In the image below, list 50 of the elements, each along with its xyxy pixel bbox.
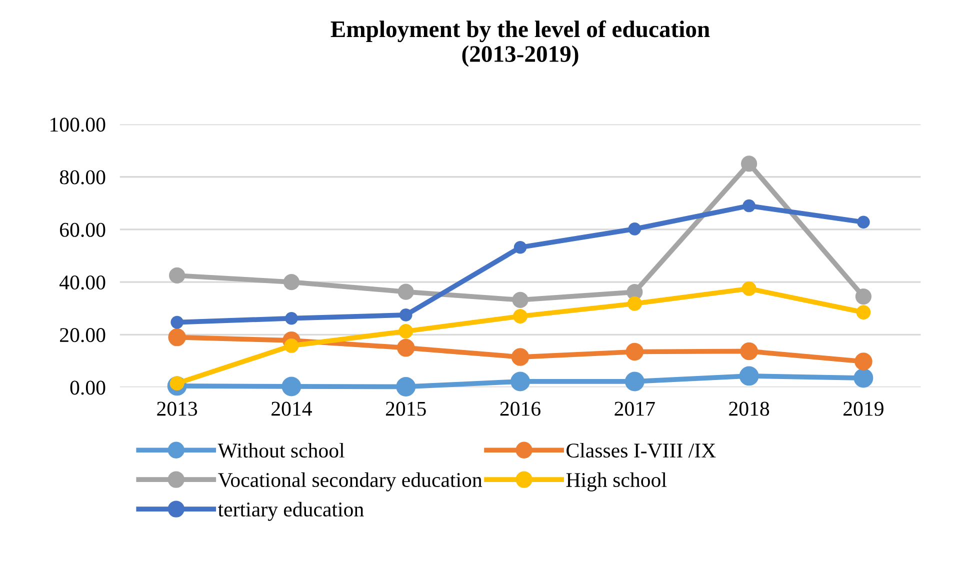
y-tick-label: 40.00 — [60, 275, 106, 290]
x-tick-label: 2013 — [157, 402, 198, 416]
point — [627, 296, 642, 311]
legend-label: Vocational secondary education — [218, 472, 482, 492]
point — [742, 199, 756, 212]
point — [282, 376, 302, 396]
x-tick-label: 2014 — [272, 402, 312, 416]
point — [514, 240, 527, 254]
point — [628, 222, 642, 236]
y-tick-label: 20.00 — [60, 328, 106, 342]
point — [740, 342, 758, 360]
point — [854, 352, 872, 370]
point — [513, 309, 528, 324]
x-tick-label: 2015 — [386, 402, 426, 416]
point — [510, 372, 530, 392]
point — [399, 308, 412, 322]
point — [854, 368, 874, 388]
x-tick-label: 2018 — [729, 402, 770, 416]
x-tick-label: 2017 — [614, 402, 655, 416]
y-tick-label: 100.00 — [50, 118, 106, 132]
point — [396, 377, 416, 396]
point — [855, 288, 872, 305]
point — [626, 342, 644, 361]
point — [856, 305, 871, 320]
legend-label: tertiary education — [218, 502, 364, 521]
legend-label: Without school — [218, 442, 344, 458]
point — [739, 366, 759, 386]
y-tick-label: 0.00 — [70, 380, 106, 395]
legend-label: High school — [566, 472, 667, 492]
y-tick-label: 60.00 — [60, 222, 106, 237]
point — [512, 292, 528, 308]
chart-title: Employment by the level of education (2013-2019) — [330, 20, 710, 67]
legend-label: Classes I-VIII /IX — [566, 442, 716, 458]
point — [284, 338, 299, 353]
x-tick-label: 2016 — [500, 402, 540, 416]
point — [857, 216, 870, 228]
point — [511, 348, 530, 366]
point — [398, 284, 414, 300]
point — [740, 156, 758, 172]
point — [398, 324, 414, 338]
point — [285, 312, 298, 325]
point — [624, 372, 644, 392]
point — [742, 281, 756, 296]
point — [283, 274, 300, 290]
x-tick-label: 2019 — [844, 402, 884, 416]
point — [170, 316, 184, 329]
y-tick-label: 80.00 — [60, 170, 106, 184]
point — [169, 267, 186, 284]
point — [168, 328, 186, 346]
point — [396, 338, 415, 357]
